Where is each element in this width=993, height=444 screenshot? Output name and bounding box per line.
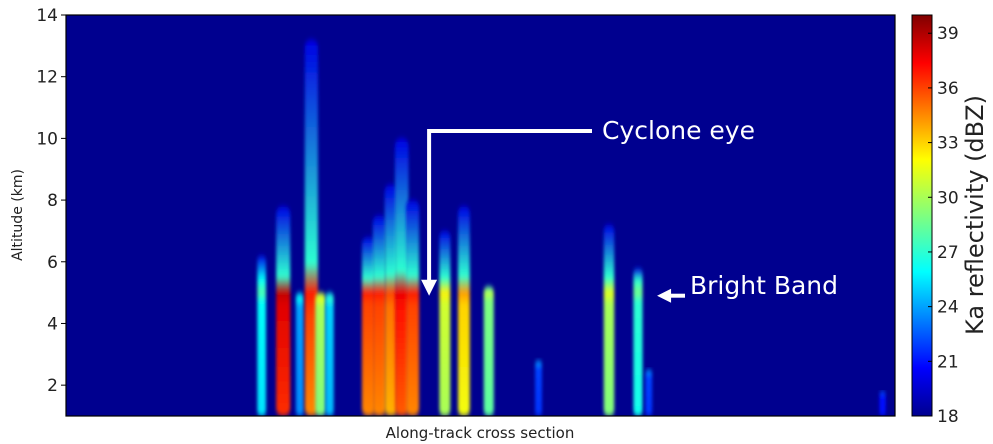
bright-band-arrowhead [657, 288, 672, 303]
reflectivity-column [645, 369, 653, 416]
colorbar-tick-label: 39 [937, 24, 959, 44]
colorbar-tick-label: 18 [937, 407, 959, 427]
y-tick-label: 4 [47, 314, 58, 334]
x-axis-label: Along-track cross section [386, 424, 575, 442]
reflectivity-column [295, 292, 304, 416]
y-tick-label: 10 [36, 129, 58, 149]
colorbar-label: Ka reflectivity (dBZ) [961, 95, 989, 335]
reflectivity-column [439, 230, 451, 416]
reflectivity-column [304, 39, 318, 416]
y-tick-label: 6 [47, 253, 58, 273]
y-tick-label: 14 [36, 6, 58, 26]
reflectivity-columns [257, 39, 886, 416]
colorbar-tick-label: 27 [937, 243, 959, 263]
reflectivity-column [633, 267, 643, 416]
cyclone-eye-arrowhead [421, 279, 438, 296]
cyclone-eye-label: Cyclone eye [602, 116, 755, 145]
reflectivity-column [394, 138, 409, 416]
colorbar-ticks: 18 21 24 27 30 33 36 39 [928, 24, 959, 427]
reflectivity-column [372, 215, 386, 416]
reflectivity-column [384, 184, 398, 416]
reflectivity-column [535, 360, 542, 416]
reflectivity-column [457, 206, 470, 416]
reflectivity-column [603, 224, 615, 416]
reflectivity-column [325, 292, 334, 416]
y-tick-label: 2 [47, 376, 58, 396]
plot-frame [65, 14, 896, 417]
y-axis-label: Altitude (km) [10, 169, 26, 261]
annotations: Cyclone eye Bright Band [421, 116, 838, 303]
reflectivity-column [405, 200, 420, 416]
reflectivity-column [276, 206, 291, 416]
colorbar-tick-label: 24 [937, 298, 959, 318]
reflectivity-column [361, 237, 376, 416]
cyclone-eye-arrow [427, 129, 592, 282]
reflectivity-column [879, 391, 886, 416]
reflectivity-column [483, 286, 494, 416]
colorbar-tick-label: 30 [937, 188, 959, 208]
reflectivity-column [315, 292, 326, 416]
colorbar-tick-label: 36 [937, 79, 959, 99]
y-tick-label: 12 [36, 68, 58, 88]
colorbar [911, 14, 933, 417]
reflectivity-column [257, 255, 266, 416]
colorbar-tick-label: 33 [937, 134, 959, 154]
colorbar-tick-label: 21 [937, 352, 959, 372]
y-axis: 2 4 6 8 10 12 14 [36, 6, 66, 396]
plot-area [66, 15, 895, 416]
y-tick-label: 8 [47, 191, 58, 211]
bright-band-label: Bright Band [690, 271, 838, 300]
